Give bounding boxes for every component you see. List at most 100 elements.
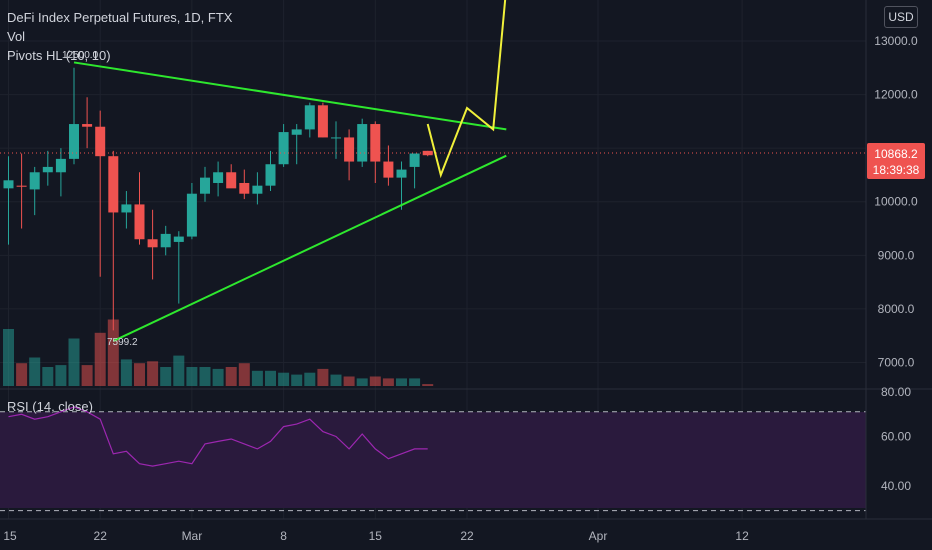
projection-line[interactable] bbox=[426, 0, 507, 179]
pivot-high-label: 12500.0 bbox=[62, 50, 99, 61]
volume-bar bbox=[68, 338, 80, 386]
volume-bar bbox=[396, 378, 407, 386]
rsi-axis-label: 80.00 bbox=[881, 385, 911, 399]
volume-bar bbox=[382, 378, 394, 386]
volume-bar bbox=[94, 332, 106, 386]
rsi-axis[interactable]: 80.00 60.00 40.00 bbox=[881, 385, 911, 493]
candle[interactable] bbox=[239, 169, 250, 200]
candle[interactable] bbox=[134, 172, 145, 245]
volume-bar bbox=[409, 378, 421, 386]
trendline-support[interactable] bbox=[112, 154, 507, 342]
candle[interactable] bbox=[173, 231, 184, 304]
candle[interactable] bbox=[278, 124, 289, 167]
volume-bar bbox=[173, 355, 185, 386]
price-axis-label: 12000.0 bbox=[874, 88, 918, 102]
time-axis-label: Apr bbox=[589, 529, 608, 543]
volume-bar bbox=[81, 365, 93, 386]
volume-bar bbox=[238, 363, 250, 386]
volume-legend[interactable]: Vol bbox=[7, 29, 26, 44]
pivot-labels: 12500.0 7599.2 bbox=[62, 50, 138, 348]
rsi-legend[interactable]: RSI (14, close) bbox=[7, 399, 93, 414]
volume-bar bbox=[29, 357, 41, 386]
candle[interactable] bbox=[95, 110, 106, 277]
rsi-axis-label: 60.00 bbox=[881, 430, 911, 444]
candle[interactable] bbox=[108, 150, 119, 331]
time-axis-label: 22 bbox=[460, 529, 474, 543]
grid-lines bbox=[0, 0, 866, 519]
price-tag: 10868.2 18:39:38 bbox=[867, 143, 925, 179]
volume-bar bbox=[120, 359, 132, 386]
candle[interactable] bbox=[383, 145, 394, 186]
candle[interactable] bbox=[121, 191, 132, 229]
pivot-low-label: 7599.2 bbox=[107, 337, 138, 348]
candle[interactable] bbox=[82, 97, 93, 149]
candle[interactable] bbox=[291, 124, 302, 165]
chart-title: DeFi Index Perpetual Futures, 1D, FTX bbox=[7, 10, 233, 25]
candle[interactable] bbox=[252, 172, 263, 205]
price-tag-value: 10868.2 bbox=[874, 147, 918, 161]
volume-bar bbox=[3, 329, 14, 386]
candle[interactable] bbox=[69, 67, 79, 165]
candle[interactable] bbox=[186, 182, 197, 240]
candle[interactable] bbox=[147, 209, 158, 280]
volume-bar bbox=[265, 370, 276, 386]
candle[interactable] bbox=[344, 129, 355, 181]
candle[interactable] bbox=[357, 118, 368, 167]
time-axis-label: 8 bbox=[280, 529, 287, 543]
volume-bar bbox=[55, 365, 67, 386]
volume-bar bbox=[107, 319, 119, 386]
candle[interactable] bbox=[409, 153, 420, 189]
candle[interactable] bbox=[265, 150, 276, 192]
candle[interactable] bbox=[3, 156, 14, 245]
volume-bar bbox=[251, 370, 263, 386]
price-axis-label: 7000.0 bbox=[878, 355, 915, 369]
volume-bar bbox=[212, 368, 224, 386]
volume-bar bbox=[199, 367, 211, 386]
candle[interactable] bbox=[226, 164, 237, 189]
time-axis-label: 12 bbox=[735, 529, 749, 543]
time-axis[interactable]: 15 22 Mar 8 15 22 Apr 12 bbox=[3, 529, 749, 543]
rsi-axis-label: 40.00 bbox=[881, 479, 911, 493]
volume-bar bbox=[317, 368, 329, 386]
rsi-line bbox=[8, 406, 428, 467]
volume-bar bbox=[225, 367, 237, 386]
candle[interactable] bbox=[200, 166, 210, 202]
time-axis-label: 15 bbox=[369, 529, 383, 543]
candle[interactable] bbox=[213, 161, 224, 197]
candle[interactable] bbox=[304, 102, 315, 138]
volume-bar bbox=[278, 372, 290, 386]
candle[interactable] bbox=[42, 150, 53, 186]
candle[interactable] bbox=[370, 121, 381, 183]
volume-bar bbox=[42, 367, 54, 386]
candlesticks bbox=[3, 67, 433, 331]
candle[interactable] bbox=[396, 161, 407, 210]
trendlines bbox=[73, 61, 507, 342]
volume-bar bbox=[343, 376, 355, 386]
currency-button[interactable]: USD bbox=[884, 6, 918, 28]
volume-bar bbox=[186, 367, 198, 386]
candle[interactable] bbox=[16, 153, 27, 229]
candle[interactable] bbox=[422, 150, 433, 157]
candle[interactable] bbox=[55, 148, 66, 197]
candle[interactable] bbox=[29, 166, 40, 216]
price-axis-label: 13000.0 bbox=[874, 34, 918, 48]
rsi-band-background bbox=[0, 412, 866, 508]
time-axis-label: Mar bbox=[182, 529, 203, 543]
candle[interactable] bbox=[317, 102, 328, 138]
price-axis[interactable]: 13000.0 12000.0 10000.0 9000.0 8000.0 7000.0 bbox=[874, 34, 918, 369]
projection-path bbox=[426, 0, 507, 179]
candle[interactable] bbox=[160, 225, 171, 256]
volume-bar bbox=[291, 374, 303, 386]
rsi-pane bbox=[0, 406, 866, 512]
volume-bar bbox=[369, 376, 381, 386]
volume-bar bbox=[304, 372, 316, 386]
trendline-resistance[interactable] bbox=[73, 61, 507, 131]
pivots-legend[interactable]: Pivots HL (10, 10) bbox=[7, 48, 111, 63]
volume-bar bbox=[422, 384, 434, 386]
volume-bars bbox=[3, 319, 434, 386]
volume-bar bbox=[16, 363, 28, 386]
volume-bar bbox=[147, 361, 159, 386]
time-axis-label: 22 bbox=[94, 529, 108, 543]
volume-bar bbox=[356, 378, 368, 386]
